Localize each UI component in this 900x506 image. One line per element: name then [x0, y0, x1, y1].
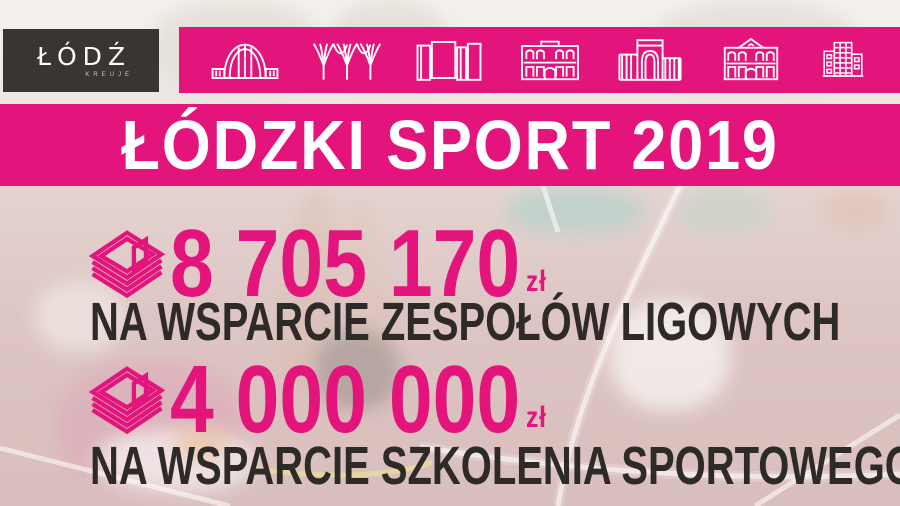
blurred-shoe-blob: [505, 188, 645, 233]
blurred-shoe-blob: [675, 188, 770, 233]
lodz-city-logo: ŁÓDŹ KREUJE: [3, 29, 159, 92]
caption-sport-training: NA WSPARCIE SZKOLENIA SPORTOWEGO: [90, 436, 900, 496]
caption-league-support: NA WSPARCIE ZESPOŁÓW LIGOWYCH: [90, 292, 841, 352]
title-banner: ŁÓDZKI SPORT 2019: [0, 104, 900, 186]
lodz-logo-tagline: KREUJE: [85, 71, 133, 78]
currency-label: zł: [525, 265, 547, 298]
blurred-shoe-blob: [315, 330, 400, 410]
lodz-logo-wordmark: ŁÓDŹ: [36, 41, 132, 71]
amount-sport-training: 4 000 000 zł: [170, 352, 547, 448]
landmark-icon-bar: [179, 27, 900, 93]
blurred-shoe-blob: [175, 428, 230, 462]
palace-facade-icon: [515, 33, 585, 87]
amount-value: 4 000 000: [170, 346, 521, 453]
money-stack-icon: [84, 221, 170, 303]
page-title: ŁÓDZKI SPORT 2019: [121, 106, 779, 184]
currency-label: zł: [525, 401, 547, 434]
office-tower-icon: [814, 33, 872, 87]
blurred-shoe-blob: [610, 300, 730, 410]
blurred-shoe-blob: [35, 282, 125, 352]
station-canopy-icon: [311, 33, 383, 87]
amount-value: 8 705 170: [170, 210, 521, 317]
modern-complex-icon: [411, 33, 487, 87]
money-stack-icon: [84, 357, 170, 439]
blurred-shoe-blob: [820, 190, 890, 230]
amount-league-support: 8 705 170 zł: [170, 216, 547, 312]
pediment-palace-icon: [716, 33, 786, 87]
sports-hall-icon: [207, 33, 283, 87]
factory-gate-icon: [612, 33, 688, 87]
